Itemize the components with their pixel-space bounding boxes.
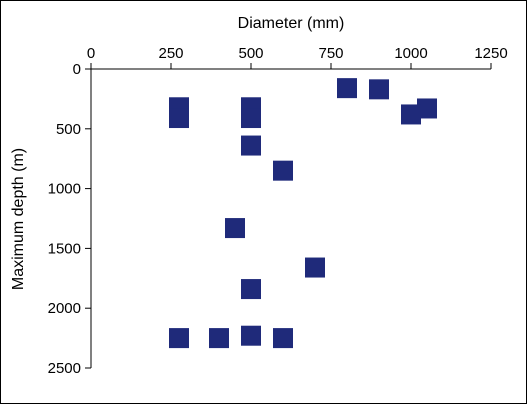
data-point (209, 328, 229, 349)
data-point (417, 98, 437, 119)
ticks: 0 250 500 750 1000 1250 0 500 1000 1500 2000 2500 (48, 45, 508, 377)
x-tick-label: 250 (158, 45, 183, 62)
data-point (337, 78, 357, 99)
data-point (241, 108, 261, 129)
data-point (241, 325, 261, 346)
y-tick-label: 1500 (48, 240, 81, 257)
y-tick-label: 2500 (48, 360, 81, 377)
data-point (401, 104, 421, 125)
y-tick-label: 500 (56, 121, 81, 138)
data-point (273, 160, 293, 181)
axes (90, 68, 491, 368)
x-tick-label: 1250 (474, 45, 507, 62)
x-tick-label: 1000 (394, 45, 427, 62)
x-tick-label: 750 (318, 45, 343, 62)
data-point (225, 218, 245, 239)
x-axis-title: Diameter (mm) (238, 15, 345, 32)
data-point (369, 79, 389, 100)
x-tick-label: 0 (87, 45, 95, 62)
y-axis-title: Maximum depth (m) (10, 148, 27, 290)
data-points (169, 78, 437, 349)
y-tick-label: 1000 (48, 181, 81, 198)
data-point (169, 108, 189, 129)
y-tick-label: 0 (73, 61, 81, 78)
data-point (273, 328, 293, 349)
x-tick-label: 500 (238, 45, 263, 62)
data-point (241, 279, 261, 300)
data-point (169, 328, 189, 349)
data-point (305, 257, 325, 278)
data-point (241, 135, 261, 156)
y-tick-label: 2000 (48, 300, 81, 317)
